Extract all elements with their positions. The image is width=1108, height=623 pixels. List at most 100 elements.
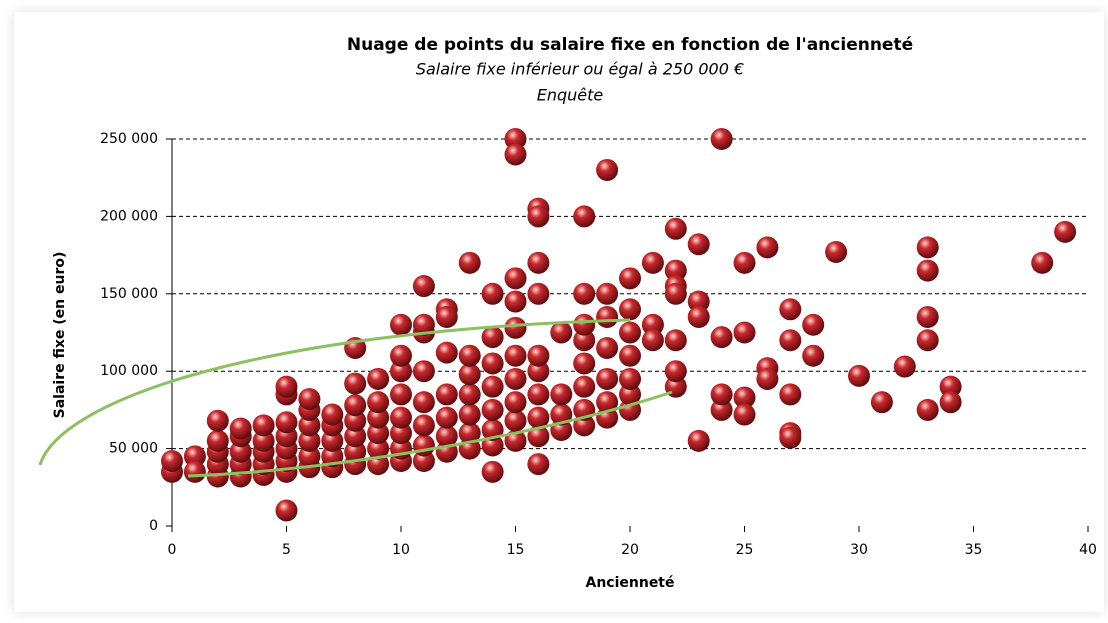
- data-point: [504, 367, 527, 390]
- data-point: [412, 434, 435, 457]
- y-tick-label: 250 000: [100, 131, 158, 147]
- data-point: [687, 233, 710, 256]
- data-point: [504, 409, 527, 432]
- data-point: [550, 383, 573, 406]
- data-point: [870, 391, 893, 414]
- x-tick-label: 10: [392, 542, 410, 558]
- y-tick-label: 150 000: [100, 286, 158, 302]
- data-point: [504, 267, 527, 290]
- data-point: [687, 290, 710, 313]
- data-point: [916, 306, 939, 329]
- data-point: [367, 437, 390, 460]
- data-point: [573, 282, 596, 305]
- data-point: [550, 321, 573, 344]
- data-point: [504, 128, 527, 150]
- data-point: [504, 344, 527, 367]
- data-point: [848, 364, 870, 387]
- data-point: [367, 406, 390, 429]
- data-point: [1054, 220, 1077, 243]
- data-point: [802, 344, 825, 367]
- data-point: [367, 367, 390, 390]
- data-point: [733, 403, 756, 426]
- data-point: [756, 367, 779, 390]
- data-point: [481, 398, 504, 421]
- data-point: [664, 217, 687, 240]
- data-point: [321, 429, 344, 452]
- chart-title: Nuage de points du salaire fixe en fonct…: [347, 35, 913, 55]
- data-point: [504, 143, 527, 166]
- data-point: [183, 460, 206, 483]
- data-point: [664, 282, 687, 305]
- y-tick-label: 200 000: [100, 208, 158, 224]
- data-point: [619, 267, 641, 290]
- x-tick-label: 30: [850, 542, 868, 558]
- data-point: [298, 388, 321, 411]
- x-tick-label: 40: [1079, 542, 1097, 558]
- data-point: [733, 386, 756, 409]
- data-point: [527, 251, 550, 274]
- data-point: [710, 383, 733, 406]
- data-point: [367, 422, 390, 445]
- data-point: [481, 375, 504, 398]
- data-point: [939, 391, 962, 414]
- data-point: [710, 128, 733, 150]
- data-point: [504, 391, 527, 414]
- data-point: [710, 326, 733, 349]
- data-point: [435, 306, 458, 329]
- data-point: [458, 403, 481, 426]
- data-point: [458, 422, 481, 445]
- data-point: [687, 429, 710, 452]
- data-point: [206, 409, 229, 432]
- data-point: [596, 367, 619, 390]
- data-point: [527, 282, 550, 305]
- data-point: [619, 383, 641, 406]
- x-tick-label: 35: [965, 542, 983, 558]
- data-point: [435, 406, 458, 429]
- data-point: [390, 406, 412, 429]
- data-point: [916, 236, 939, 259]
- data-point: [619, 367, 641, 390]
- data-point: [619, 344, 641, 367]
- data-point: [664, 329, 687, 352]
- data-point: [802, 313, 825, 336]
- data-point: [527, 383, 550, 406]
- data-point: [504, 316, 527, 339]
- chart-subtitle: Enquête: [537, 86, 604, 105]
- data-point: [1031, 251, 1054, 274]
- data-point: [229, 417, 252, 440]
- data-point: [206, 429, 229, 452]
- data-point: [344, 394, 367, 417]
- data-point: [527, 344, 550, 367]
- data-point: [596, 282, 619, 305]
- data-point: [275, 499, 298, 522]
- y-tick-label: 0: [149, 518, 158, 534]
- data-point: [619, 298, 641, 321]
- data-point: [596, 391, 619, 414]
- data-point: [527, 453, 550, 476]
- data-point: [481, 460, 504, 483]
- data-point: [733, 251, 756, 274]
- data-point: [344, 425, 367, 448]
- data-point: [481, 326, 504, 349]
- data-point: [573, 329, 596, 352]
- annotation-ellipse: [38, 318, 673, 478]
- data-point: [412, 313, 435, 336]
- data-point: [275, 411, 298, 434]
- data-point: [161, 449, 183, 472]
- data-point: [390, 313, 412, 336]
- y-axis-label: Salaire fixe (en euro): [52, 252, 68, 419]
- data-point: [412, 391, 435, 414]
- data-point: [458, 251, 481, 274]
- data-point: [298, 445, 321, 468]
- x-tick-label: 5: [282, 542, 291, 558]
- data-point: [527, 360, 550, 383]
- data-point: [939, 375, 962, 398]
- data-point: [527, 205, 550, 228]
- data-point: [573, 205, 596, 228]
- data-point: [641, 251, 664, 274]
- data-point: [435, 425, 458, 448]
- data-point: [435, 341, 458, 364]
- data-point: [596, 158, 619, 181]
- data-point: [412, 275, 435, 298]
- data-point: [229, 440, 252, 463]
